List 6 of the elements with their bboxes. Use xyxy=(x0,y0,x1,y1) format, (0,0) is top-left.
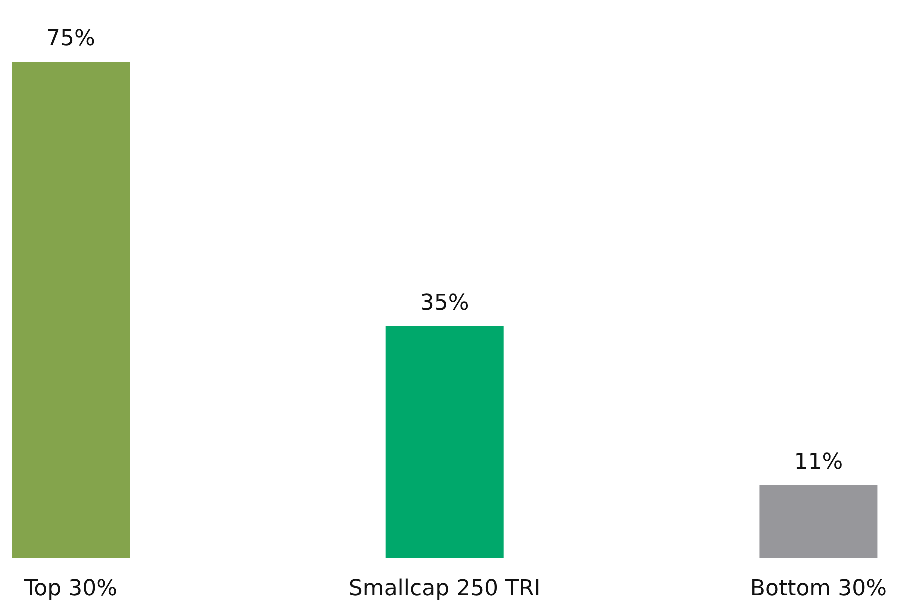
data-label: 35% xyxy=(420,291,470,316)
x-tick-label: Top 30% xyxy=(23,576,118,602)
data-label: 11% xyxy=(794,450,844,475)
x-tick-label: Smallcap 250 TRI xyxy=(348,576,541,602)
x-tick-label: Bottom 30% xyxy=(750,576,888,602)
data-label: 75% xyxy=(46,26,96,52)
